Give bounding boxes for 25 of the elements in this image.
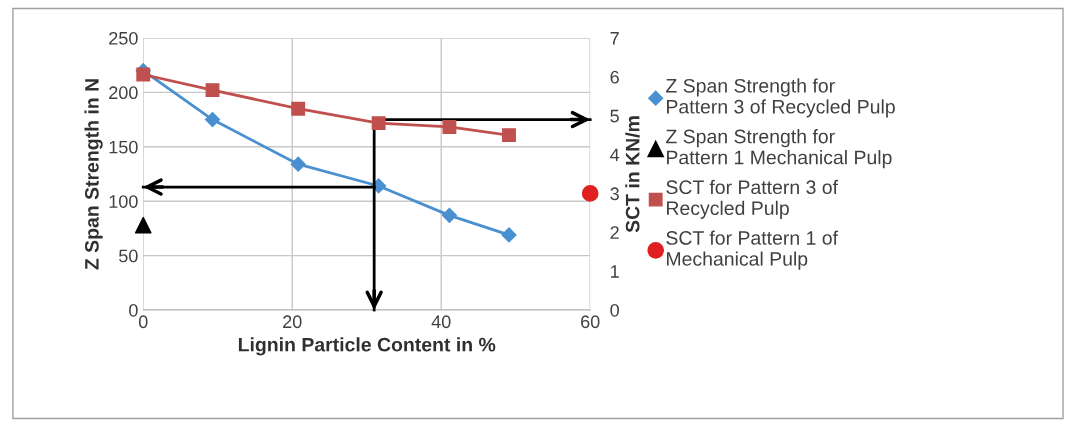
x-tick-label: 40 [431, 315, 451, 329]
y-tick-label: 150 [109, 140, 138, 154]
x-axis-title: Lignin Particle Content in % [238, 337, 496, 356]
y-tick-label: 250 [109, 31, 138, 45]
x-tick-label: 20 [283, 315, 302, 329]
y-tick-label: 200 [109, 86, 138, 100]
legend-label: SCT for Pattern 1 of Mechanical Pulp [666, 230, 839, 270]
legend-label: SCT for Pattern 3 of Recycled Pulp [666, 179, 839, 219]
y2-tick-label: 2 [610, 226, 619, 239]
y-tick-label: 100 [109, 195, 138, 208]
legend-label: Z Span Strength for Pattern 3 of Recycled Pulp [666, 78, 895, 118]
y2-tick-label: 5 [610, 109, 619, 123]
y2-tick-label: 7 [610, 32, 619, 45]
y-tick-label: 0 [129, 303, 138, 317]
y2-tick-label: 4 [610, 148, 620, 162]
y2-tick-label: 6 [610, 70, 619, 84]
legend-label: Z Span Strength for Pattern 1 Mechanical Pulp [666, 129, 892, 169]
y2-tick-label: 0 [610, 303, 619, 317]
y2-tick-label: 1 [611, 265, 619, 278]
y2-tick-label: 3 [610, 187, 619, 201]
y2-axis-title: SCT in KN/m [625, 116, 640, 233]
x-tick-label: 60 [581, 315, 600, 329]
x-tick-label: 0 [138, 315, 148, 329]
y-axis-title: Z Span Strength in N [84, 79, 103, 270]
y-tick-label: 50 [119, 249, 138, 263]
